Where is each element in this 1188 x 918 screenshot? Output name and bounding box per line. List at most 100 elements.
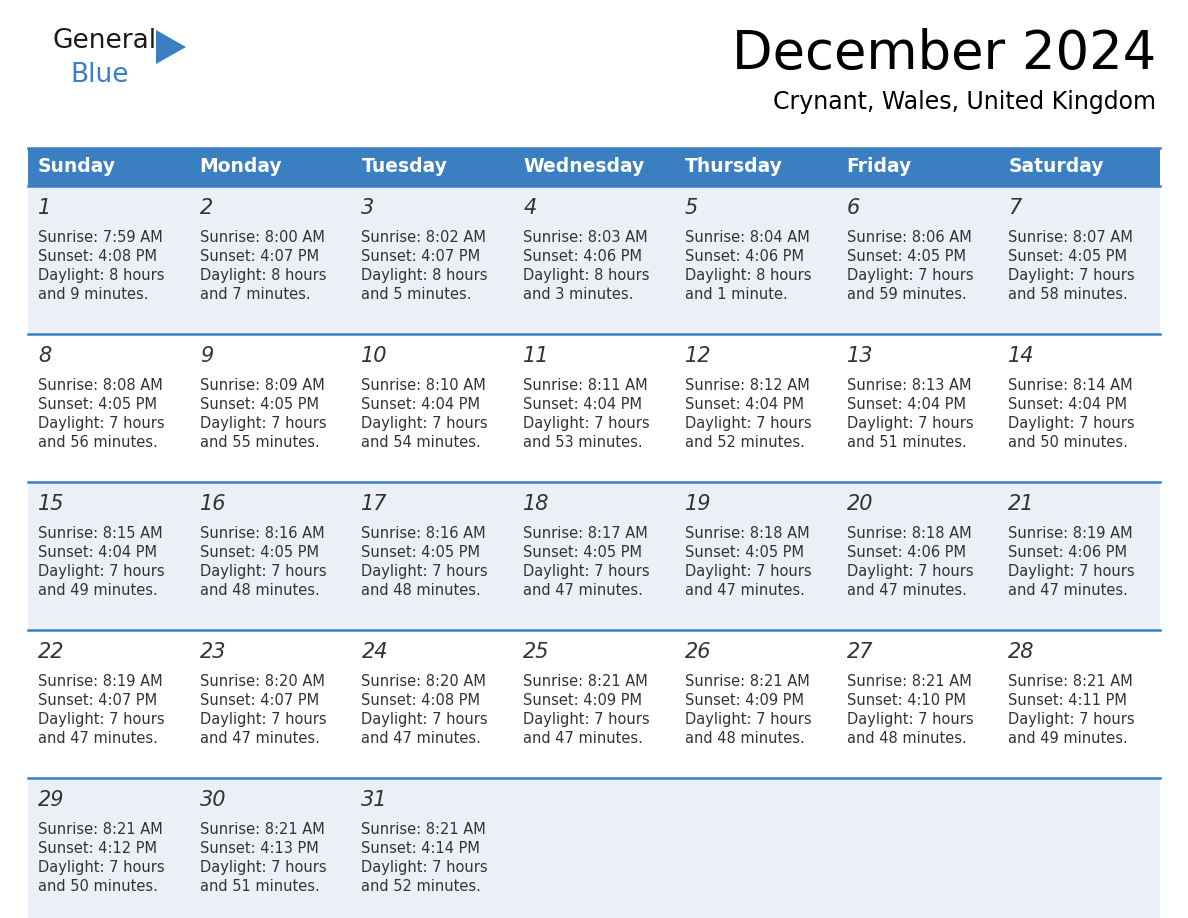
Text: Daylight: 7 hours: Daylight: 7 hours — [847, 712, 973, 727]
Text: 31: 31 — [361, 790, 388, 810]
Text: Daylight: 7 hours: Daylight: 7 hours — [523, 416, 650, 431]
Text: Daylight: 7 hours: Daylight: 7 hours — [200, 416, 327, 431]
Text: Sunset: 4:05 PM: Sunset: 4:05 PM — [523, 545, 643, 560]
Text: Daylight: 7 hours: Daylight: 7 hours — [361, 860, 488, 875]
Text: 15: 15 — [38, 494, 64, 514]
Bar — [29, 482, 1159, 630]
Text: Sunset: 4:09 PM: Sunset: 4:09 PM — [684, 693, 804, 708]
Text: Sunset: 4:07 PM: Sunset: 4:07 PM — [200, 249, 318, 264]
Text: 30: 30 — [200, 790, 226, 810]
Text: Sunset: 4:06 PM: Sunset: 4:06 PM — [1009, 545, 1127, 560]
Text: 13: 13 — [847, 346, 873, 366]
Text: Sunset: 4:14 PM: Sunset: 4:14 PM — [361, 841, 480, 856]
Text: 22: 22 — [38, 642, 64, 662]
Text: and 50 minutes.: and 50 minutes. — [1009, 435, 1129, 450]
Text: and 52 minutes.: and 52 minutes. — [361, 879, 481, 894]
Text: Sunrise: 8:03 AM: Sunrise: 8:03 AM — [523, 230, 647, 245]
Text: Sunset: 4:07 PM: Sunset: 4:07 PM — [38, 693, 157, 708]
Text: Sunset: 4:04 PM: Sunset: 4:04 PM — [523, 397, 643, 412]
Text: 21: 21 — [1009, 494, 1035, 514]
Text: and 51 minutes.: and 51 minutes. — [847, 435, 966, 450]
Text: Daylight: 7 hours: Daylight: 7 hours — [38, 416, 165, 431]
Text: Sunrise: 8:21 AM: Sunrise: 8:21 AM — [847, 674, 972, 689]
Text: and 7 minutes.: and 7 minutes. — [200, 287, 310, 302]
Text: and 47 minutes.: and 47 minutes. — [200, 731, 320, 746]
Text: 17: 17 — [361, 494, 388, 514]
Text: Sunrise: 8:11 AM: Sunrise: 8:11 AM — [523, 378, 647, 393]
Text: and 48 minutes.: and 48 minutes. — [200, 583, 320, 598]
Text: Sunset: 4:05 PM: Sunset: 4:05 PM — [200, 397, 318, 412]
Text: Sunrise: 8:16 AM: Sunrise: 8:16 AM — [200, 526, 324, 541]
Text: Daylight: 7 hours: Daylight: 7 hours — [200, 860, 327, 875]
Text: December 2024: December 2024 — [732, 28, 1156, 80]
Text: 12: 12 — [684, 346, 712, 366]
Text: 28: 28 — [1009, 642, 1035, 662]
Text: 24: 24 — [361, 642, 388, 662]
Text: Sunrise: 8:21 AM: Sunrise: 8:21 AM — [684, 674, 809, 689]
Text: Sunrise: 7:59 AM: Sunrise: 7:59 AM — [38, 230, 163, 245]
Text: Daylight: 7 hours: Daylight: 7 hours — [1009, 712, 1135, 727]
Text: Crynant, Wales, United Kingdom: Crynant, Wales, United Kingdom — [773, 90, 1156, 114]
Text: Sunrise: 8:09 AM: Sunrise: 8:09 AM — [200, 378, 324, 393]
Text: Daylight: 8 hours: Daylight: 8 hours — [684, 268, 811, 283]
Text: Daylight: 7 hours: Daylight: 7 hours — [38, 860, 165, 875]
Text: 10: 10 — [361, 346, 388, 366]
Text: and 52 minutes.: and 52 minutes. — [684, 435, 804, 450]
Text: Sunrise: 8:16 AM: Sunrise: 8:16 AM — [361, 526, 486, 541]
Text: 11: 11 — [523, 346, 550, 366]
Text: and 47 minutes.: and 47 minutes. — [38, 731, 158, 746]
Text: Thursday: Thursday — [684, 158, 783, 176]
Text: Sunrise: 8:17 AM: Sunrise: 8:17 AM — [523, 526, 647, 541]
Text: Daylight: 8 hours: Daylight: 8 hours — [200, 268, 327, 283]
Text: Sunset: 4:13 PM: Sunset: 4:13 PM — [200, 841, 318, 856]
Text: and 50 minutes.: and 50 minutes. — [38, 879, 158, 894]
Text: Sunrise: 8:19 AM: Sunrise: 8:19 AM — [1009, 526, 1133, 541]
Text: Daylight: 7 hours: Daylight: 7 hours — [684, 564, 811, 579]
Text: Daylight: 7 hours: Daylight: 7 hours — [361, 416, 488, 431]
Text: 18: 18 — [523, 494, 550, 514]
Text: and 3 minutes.: and 3 minutes. — [523, 287, 633, 302]
Text: Sunday: Sunday — [38, 158, 116, 176]
Text: Sunrise: 8:04 AM: Sunrise: 8:04 AM — [684, 230, 809, 245]
Text: Sunset: 4:05 PM: Sunset: 4:05 PM — [847, 249, 966, 264]
Text: Sunset: 4:11 PM: Sunset: 4:11 PM — [1009, 693, 1127, 708]
Text: and 48 minutes.: and 48 minutes. — [361, 583, 481, 598]
Text: and 59 minutes.: and 59 minutes. — [847, 287, 966, 302]
Text: and 9 minutes.: and 9 minutes. — [38, 287, 148, 302]
Text: Sunset: 4:09 PM: Sunset: 4:09 PM — [523, 693, 643, 708]
Text: Daylight: 7 hours: Daylight: 7 hours — [361, 564, 488, 579]
Text: 5: 5 — [684, 198, 699, 218]
Text: and 51 minutes.: and 51 minutes. — [200, 879, 320, 894]
Text: Daylight: 8 hours: Daylight: 8 hours — [523, 268, 650, 283]
Text: Sunrise: 8:21 AM: Sunrise: 8:21 AM — [1009, 674, 1133, 689]
Text: 19: 19 — [684, 494, 712, 514]
Text: Sunrise: 8:00 AM: Sunrise: 8:00 AM — [200, 230, 324, 245]
Text: Sunset: 4:07 PM: Sunset: 4:07 PM — [200, 693, 318, 708]
Bar — [29, 186, 1159, 334]
Text: Sunrise: 8:21 AM: Sunrise: 8:21 AM — [361, 822, 486, 837]
Text: Sunrise: 8:19 AM: Sunrise: 8:19 AM — [38, 674, 163, 689]
Text: 8: 8 — [38, 346, 51, 366]
Text: Daylight: 8 hours: Daylight: 8 hours — [38, 268, 164, 283]
Text: Sunset: 4:04 PM: Sunset: 4:04 PM — [38, 545, 157, 560]
Text: Sunrise: 8:20 AM: Sunrise: 8:20 AM — [200, 674, 324, 689]
Text: Sunset: 4:10 PM: Sunset: 4:10 PM — [847, 693, 966, 708]
Text: Sunset: 4:12 PM: Sunset: 4:12 PM — [38, 841, 157, 856]
Text: Daylight: 7 hours: Daylight: 7 hours — [1009, 564, 1135, 579]
Text: Sunset: 4:05 PM: Sunset: 4:05 PM — [1009, 249, 1127, 264]
Text: Sunset: 4:06 PM: Sunset: 4:06 PM — [523, 249, 643, 264]
Text: Sunset: 4:07 PM: Sunset: 4:07 PM — [361, 249, 481, 264]
Text: 27: 27 — [847, 642, 873, 662]
Text: 7: 7 — [1009, 198, 1022, 218]
Text: Sunrise: 8:02 AM: Sunrise: 8:02 AM — [361, 230, 486, 245]
Text: Sunrise: 8:12 AM: Sunrise: 8:12 AM — [684, 378, 809, 393]
Text: 9: 9 — [200, 346, 213, 366]
Text: and 48 minutes.: and 48 minutes. — [684, 731, 804, 746]
Text: Sunset: 4:04 PM: Sunset: 4:04 PM — [1009, 397, 1127, 412]
Text: and 49 minutes.: and 49 minutes. — [1009, 731, 1129, 746]
Text: Sunrise: 8:20 AM: Sunrise: 8:20 AM — [361, 674, 486, 689]
Text: Sunrise: 8:18 AM: Sunrise: 8:18 AM — [847, 526, 972, 541]
Text: Sunrise: 8:15 AM: Sunrise: 8:15 AM — [38, 526, 163, 541]
Text: Daylight: 7 hours: Daylight: 7 hours — [684, 712, 811, 727]
Text: Wednesday: Wednesday — [523, 158, 644, 176]
